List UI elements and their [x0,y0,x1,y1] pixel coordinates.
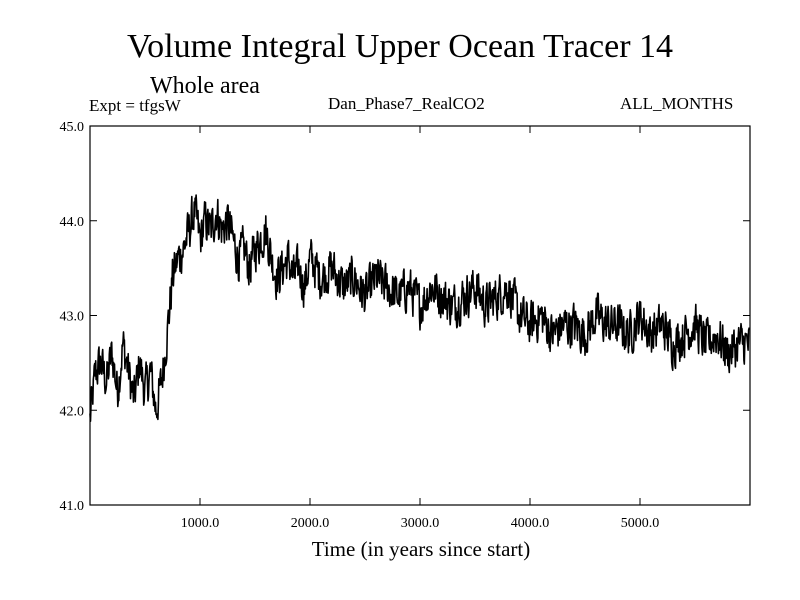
y-tick-label: 41.0 [60,499,85,514]
run-name-label: Dan_Phase7_RealCO2 [328,94,485,113]
experiment-label: Expt = tfgsW [89,96,181,115]
y-tick-label: 43.0 [60,310,85,325]
y-axis: 41.0 42.0 43.0 44.0 45.0 [60,120,750,514]
series-line [89,194,750,422]
x-tick-label: 1000.0 [181,516,220,531]
chart-subtitle: Whole area [150,73,260,99]
chart-title: Volume Integral Upper Ocean Tracer 14 [126,28,674,65]
period-label: ALL_MONTHS [620,94,734,113]
x-axis-title: Time (in years since start) [312,537,531,561]
y-tick-label: 42.0 [60,404,85,419]
x-tick-label: 2000.0 [291,516,330,531]
series-layer [89,194,750,422]
x-tick-label: 4000.0 [511,516,550,531]
x-tick-label: 5000.0 [621,516,660,531]
y-tick-label: 45.0 [60,120,85,135]
x-tick-label: 3000.0 [401,516,440,531]
x-axis: 1000.0 2000.0 3000.0 4000.0 5000.0 [181,126,660,531]
y-tick-label: 44.0 [60,215,85,230]
